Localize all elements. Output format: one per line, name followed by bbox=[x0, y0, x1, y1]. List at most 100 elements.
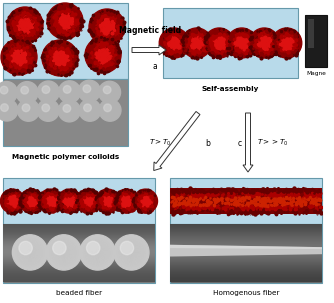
Circle shape bbox=[42, 40, 78, 76]
Bar bbox=[3, 277, 155, 278]
Text: b: b bbox=[205, 138, 210, 148]
Circle shape bbox=[78, 80, 100, 102]
Bar bbox=[170, 224, 322, 283]
Bar bbox=[3, 254, 155, 255]
Bar bbox=[170, 233, 322, 234]
Bar bbox=[170, 225, 322, 226]
Bar bbox=[170, 275, 322, 276]
Circle shape bbox=[21, 86, 28, 94]
Bar bbox=[3, 265, 155, 266]
Circle shape bbox=[22, 104, 30, 112]
Bar bbox=[170, 257, 322, 258]
Bar bbox=[3, 269, 155, 270]
Bar bbox=[170, 235, 322, 236]
Text: Magnetic polymer colloids: Magnetic polymer colloids bbox=[12, 154, 119, 160]
Bar bbox=[3, 253, 155, 254]
Bar bbox=[3, 241, 155, 242]
Circle shape bbox=[58, 100, 80, 122]
Circle shape bbox=[53, 241, 66, 255]
Bar bbox=[170, 268, 322, 269]
Bar bbox=[170, 272, 322, 273]
Polygon shape bbox=[170, 245, 322, 249]
Circle shape bbox=[1, 104, 8, 112]
Bar bbox=[3, 229, 155, 230]
Bar bbox=[305, 15, 327, 67]
Bar bbox=[170, 258, 322, 259]
Circle shape bbox=[38, 189, 62, 213]
Bar bbox=[3, 244, 155, 245]
Bar bbox=[170, 250, 322, 251]
Circle shape bbox=[115, 189, 139, 213]
Circle shape bbox=[99, 99, 121, 121]
Bar bbox=[170, 252, 322, 253]
Bar bbox=[170, 274, 322, 275]
Circle shape bbox=[103, 86, 111, 94]
Bar bbox=[3, 263, 155, 264]
Bar bbox=[170, 256, 322, 257]
Circle shape bbox=[134, 189, 158, 213]
Bar bbox=[3, 3, 128, 79]
Bar bbox=[3, 281, 155, 282]
Bar bbox=[3, 256, 155, 257]
Bar bbox=[3, 279, 155, 280]
Bar bbox=[3, 224, 155, 225]
Bar bbox=[163, 8, 298, 78]
Bar bbox=[3, 278, 155, 279]
Bar bbox=[3, 268, 155, 269]
Bar bbox=[3, 239, 155, 240]
Circle shape bbox=[104, 104, 112, 112]
Circle shape bbox=[63, 85, 71, 93]
Circle shape bbox=[249, 28, 279, 58]
Bar bbox=[3, 227, 155, 228]
Circle shape bbox=[204, 28, 234, 58]
Circle shape bbox=[159, 28, 189, 58]
Bar bbox=[3, 270, 155, 271]
Bar bbox=[170, 259, 322, 260]
Circle shape bbox=[99, 81, 121, 103]
Bar bbox=[3, 262, 155, 263]
Bar bbox=[3, 272, 155, 273]
Circle shape bbox=[0, 99, 18, 121]
Bar bbox=[170, 178, 322, 224]
Bar bbox=[170, 278, 322, 279]
Bar bbox=[3, 237, 155, 238]
FancyArrow shape bbox=[132, 45, 166, 55]
Bar bbox=[170, 273, 322, 274]
Circle shape bbox=[57, 189, 81, 213]
Bar bbox=[3, 225, 155, 226]
Polygon shape bbox=[170, 245, 322, 257]
Bar bbox=[170, 244, 322, 245]
Bar bbox=[170, 260, 322, 261]
Bar bbox=[3, 178, 155, 224]
Text: Homogenous fiber: Homogenous fiber bbox=[213, 290, 279, 296]
Bar bbox=[3, 252, 155, 253]
Bar bbox=[170, 261, 322, 262]
Bar bbox=[3, 261, 155, 262]
Bar bbox=[170, 230, 322, 231]
Bar bbox=[170, 231, 322, 232]
Circle shape bbox=[46, 235, 81, 270]
Circle shape bbox=[85, 37, 121, 73]
FancyArrow shape bbox=[243, 113, 253, 172]
Bar bbox=[3, 245, 155, 246]
Circle shape bbox=[19, 241, 32, 255]
Bar bbox=[170, 245, 322, 246]
Bar bbox=[170, 276, 322, 277]
Bar bbox=[3, 267, 155, 268]
Bar bbox=[170, 265, 322, 266]
Circle shape bbox=[37, 81, 59, 103]
Bar bbox=[170, 242, 322, 243]
Bar bbox=[170, 228, 322, 229]
Circle shape bbox=[17, 99, 39, 121]
Bar bbox=[170, 270, 322, 271]
Bar bbox=[3, 230, 155, 231]
Bar bbox=[170, 266, 322, 267]
Bar bbox=[3, 246, 155, 247]
Circle shape bbox=[76, 189, 101, 213]
Bar bbox=[170, 280, 322, 281]
Circle shape bbox=[19, 189, 43, 213]
Bar bbox=[170, 255, 322, 256]
Circle shape bbox=[227, 28, 257, 58]
Text: Magne: Magne bbox=[306, 71, 326, 76]
Bar bbox=[170, 241, 322, 242]
